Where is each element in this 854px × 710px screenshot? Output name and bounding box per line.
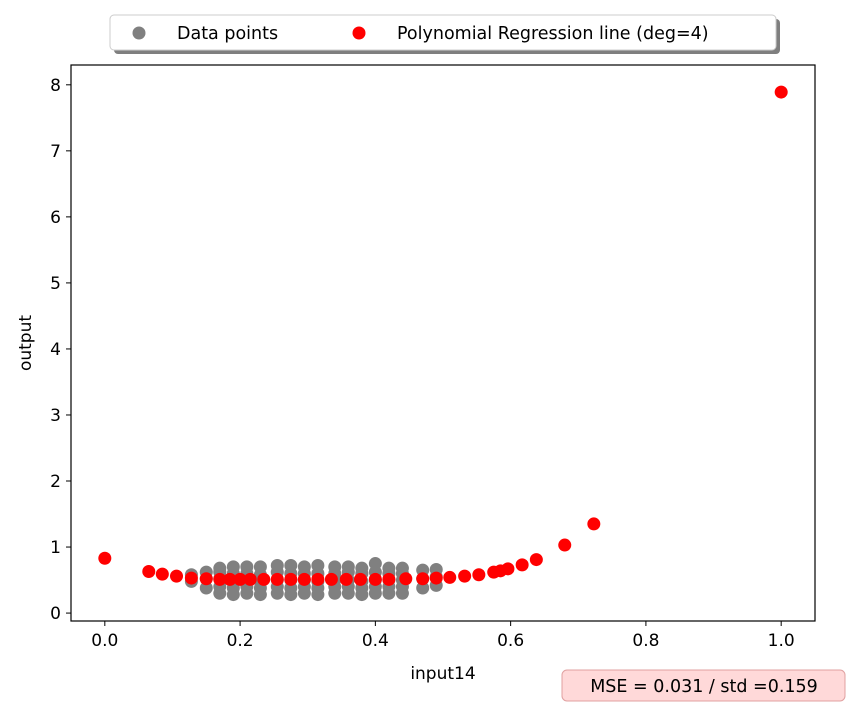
regression-point xyxy=(774,85,788,99)
regression-point xyxy=(429,571,443,585)
regression-point xyxy=(257,572,271,586)
y-tick-label: 4 xyxy=(50,340,61,360)
regression-point xyxy=(213,572,227,586)
data-point xyxy=(253,560,267,574)
data-point xyxy=(368,557,382,571)
data-point xyxy=(355,561,369,575)
data-point xyxy=(270,559,284,573)
legend-frame xyxy=(109,14,777,51)
legend-label-regression-line: Polynomial Regression line (deg=4) xyxy=(397,24,709,44)
mse-annotation: MSE = 0.031 / std =0.159 xyxy=(561,669,846,702)
y-tick-label: 2 xyxy=(50,472,61,492)
y-axis-label: output xyxy=(16,315,36,371)
legend: Data points Polynomial Regression line (… xyxy=(109,14,780,54)
y-axis-ticks: 0 1 2 3 4 5 6 7 8 xyxy=(50,76,71,624)
y-tick-label: 6 xyxy=(50,208,61,228)
regression-point xyxy=(501,562,515,576)
data-point xyxy=(395,561,409,575)
data-point xyxy=(213,561,227,575)
data-point xyxy=(297,560,311,574)
y-tick-label: 7 xyxy=(50,142,61,162)
data-point xyxy=(341,560,355,574)
legend-marker-regression-line xyxy=(352,26,366,40)
regression-point xyxy=(529,553,543,567)
regression-point xyxy=(558,538,572,552)
data-point xyxy=(328,560,342,574)
data-point xyxy=(199,581,213,595)
y-tick-label: 8 xyxy=(50,76,61,96)
regression-point xyxy=(353,572,367,586)
regression-point xyxy=(382,572,396,586)
x-tick-label: 0.6 xyxy=(497,631,524,651)
data-point xyxy=(416,581,430,595)
regression-point xyxy=(324,572,338,586)
regression-point xyxy=(368,572,382,586)
regression-point xyxy=(223,572,237,586)
regression-point xyxy=(458,569,472,583)
regression-point xyxy=(98,551,112,565)
x-tick-label: 1.0 xyxy=(768,631,795,651)
data-point xyxy=(226,560,240,574)
regression-point xyxy=(339,572,353,586)
x-tick-label: 0.0 xyxy=(91,631,118,651)
regression-point xyxy=(284,572,298,586)
mse-annotation-text: MSE = 0.031 / std =0.159 xyxy=(590,677,818,697)
data-point xyxy=(311,559,325,573)
legend-label-data-points: Data points xyxy=(177,24,278,44)
regression-point xyxy=(233,572,247,586)
data-point xyxy=(284,559,298,573)
plot-area-frame xyxy=(70,64,816,622)
regression-point xyxy=(243,572,257,586)
y-tick-label: 0 xyxy=(50,604,61,624)
x-axis-label: input14 xyxy=(410,664,475,684)
y-tick-label: 5 xyxy=(50,274,61,294)
series-regression-line xyxy=(98,85,788,586)
legend-marker-data-points xyxy=(132,26,146,40)
regression-point xyxy=(199,572,213,586)
y-tick-label: 1 xyxy=(50,538,61,558)
regression-point xyxy=(587,517,601,531)
regression-point xyxy=(443,570,457,584)
regression-point xyxy=(399,572,413,586)
data-point xyxy=(382,561,396,575)
regression-point xyxy=(170,569,184,583)
regression-point xyxy=(184,571,198,585)
x-axis-ticks: 0.0 0.2 0.4 0.6 0.8 1.0 xyxy=(91,621,795,651)
regression-point xyxy=(515,558,529,572)
regression-point xyxy=(416,572,430,586)
data-point xyxy=(240,560,254,574)
regression-point xyxy=(155,567,169,581)
regression-point xyxy=(297,572,311,586)
x-tick-label: 0.2 xyxy=(227,631,254,651)
regression-point xyxy=(311,572,325,586)
regression-point xyxy=(142,564,156,578)
mse-annotation-box xyxy=(561,669,846,702)
y-tick-label: 3 xyxy=(50,406,61,426)
regression-point xyxy=(270,572,284,586)
regression-point xyxy=(472,568,486,582)
x-tick-label: 0.8 xyxy=(632,631,659,651)
x-tick-label: 0.4 xyxy=(362,631,389,651)
